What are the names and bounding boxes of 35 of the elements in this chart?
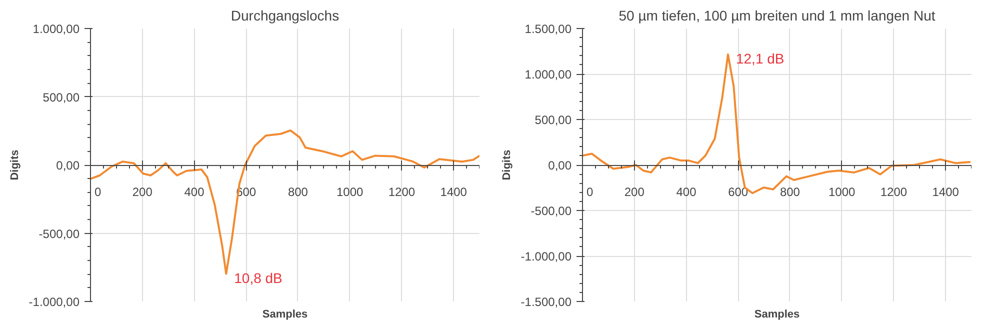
x-tick-label: 1000: [828, 185, 856, 199]
x-tick-label: 1000: [336, 185, 364, 199]
annotation: 10,8 dB: [234, 270, 282, 286]
x-tick-label: 400: [184, 185, 205, 199]
y-axis-title: Digits: [500, 150, 513, 180]
x-tick-label: 0: [94, 185, 102, 199]
y-tick-label: 1.000,00: [32, 22, 80, 36]
y-tick-label: 0,00: [56, 158, 80, 172]
x-tick-label: 1400: [440, 185, 468, 199]
y-axis-title: Digits: [8, 150, 21, 180]
x-tick-label: 1200: [388, 185, 416, 199]
line-series: [582, 53, 972, 194]
y-tick-label: 1.000,00: [524, 68, 572, 82]
x-axis-title: Samples: [262, 308, 308, 320]
y-tick-label: 1.500,00: [524, 22, 572, 36]
y-tick-label: -500,00: [530, 204, 572, 218]
y-tick-label: -500,00: [38, 226, 80, 241]
y-tick-label: -1.500,00: [520, 295, 572, 309]
y-tick-label: -1.000,00: [28, 295, 80, 309]
x-tick-label: 1400: [932, 185, 960, 199]
chart-title: Durchgangslochs: [230, 8, 340, 24]
x-tick-label: 0: [586, 185, 594, 199]
x-tick-label: 800: [780, 185, 800, 199]
annotation: 12,1 dB: [736, 50, 784, 66]
y-tick-label: -1.000,00: [520, 250, 572, 264]
x-tick-label: 200: [132, 185, 153, 199]
y-tick-label: 500,00: [42, 90, 80, 104]
x-tick-label: 800: [288, 185, 308, 199]
x-tick-label: 400: [676, 185, 697, 199]
x-axis-title: Samples: [754, 308, 800, 320]
x-tick-label: 200: [624, 185, 645, 199]
y-tick-label: 500,00: [534, 113, 572, 127]
x-tick-label: 1200: [880, 185, 908, 199]
y-tick-label: 0,00: [548, 158, 572, 172]
chart-title: 50 µm tiefen, 100 µm breiten und 1 mm langen Nut: [618, 8, 936, 24]
